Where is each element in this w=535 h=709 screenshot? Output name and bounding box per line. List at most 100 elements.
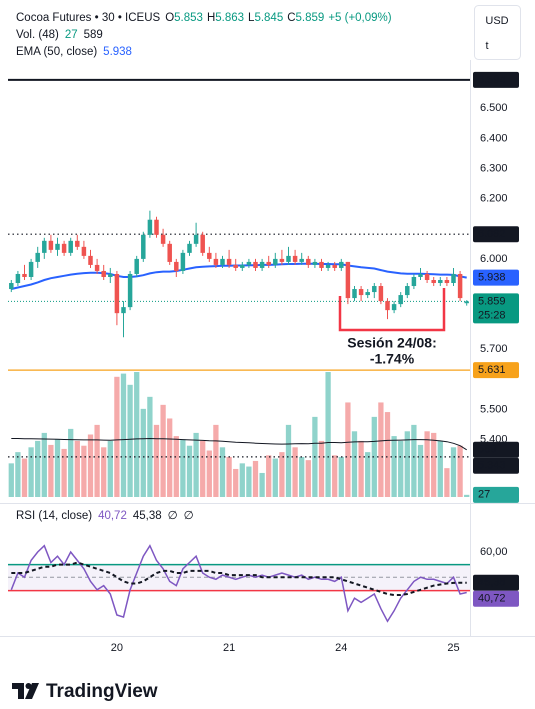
open-label: O (165, 12, 174, 24)
volume-bar (378, 402, 384, 497)
candle-body (42, 240, 47, 253)
volume-bar (107, 440, 113, 497)
low-label: L (248, 12, 255, 24)
candle-body (200, 234, 205, 253)
volume-bar (186, 445, 193, 497)
candle-body (451, 273, 456, 284)
volume-bar (28, 447, 34, 497)
rsi-name: RSI (14, close) (16, 510, 92, 522)
legend-main: Cocoa Futures • 30 • ICEUS O5.853 H5.863 L5… (16, 12, 392, 24)
rsi-na: ∅ (184, 510, 194, 522)
volume-bar (279, 452, 285, 497)
last-price-label-countdown: 25:28 (478, 309, 506, 321)
candle-body (81, 246, 87, 256)
volume-bar (153, 424, 160, 497)
volume-bar (81, 445, 87, 497)
volume-name: Vol. (48) (16, 29, 59, 41)
volume-bar (173, 436, 179, 497)
candle-body (48, 240, 54, 250)
candle-body (325, 264, 331, 268)
logo-mark (12, 683, 24, 699)
volume-bar (21, 458, 28, 497)
candle-body (431, 280, 436, 284)
candle-body (385, 301, 390, 311)
candle-body (266, 261, 271, 265)
volume-bar (41, 432, 47, 497)
close-label: C (287, 12, 295, 24)
volume-bar (246, 466, 252, 497)
volume-bar (332, 455, 338, 497)
volume-bar (411, 424, 417, 497)
logo-mark (25, 683, 32, 689)
volume-bar (338, 456, 344, 497)
candle-body (193, 234, 199, 244)
candle-body (28, 261, 34, 277)
brand: TradingView (12, 681, 158, 702)
volume-bar (54, 439, 61, 497)
price-line-label-box (473, 457, 519, 474)
ema-name: EMA (50, close) (16, 46, 97, 58)
rsi-na: ∅ (168, 510, 178, 522)
candle-body (279, 258, 285, 262)
volume-ma-value: 589 (84, 29, 103, 41)
y-tick-label: 5.500 (480, 403, 508, 415)
volume-bar (120, 373, 127, 497)
volume-bar (219, 447, 226, 497)
volume-bar (193, 432, 199, 497)
volume-bar (431, 432, 437, 497)
candle-body (187, 243, 192, 253)
price-line-label: 6.594 (478, 74, 506, 86)
volume-bar (15, 452, 21, 497)
candle-body (121, 307, 126, 314)
candle-body (114, 273, 120, 314)
legend-ema: EMA (50, close) 5.938 (16, 46, 132, 58)
candle-body (213, 258, 219, 265)
volume-bar (134, 372, 140, 497)
volume-bar (87, 434, 94, 497)
candle-body (127, 273, 133, 308)
volume-bar (292, 447, 298, 497)
unit[interactable]: t (485, 40, 488, 52)
volume-bar (424, 431, 430, 497)
currency-button[interactable] (474, 5, 521, 60)
price-line-label: 5.631 (478, 364, 506, 376)
volume-bar (61, 448, 67, 497)
volume-bar (272, 458, 278, 497)
candle-body (233, 264, 238, 268)
high-value: 5.863 (215, 12, 244, 24)
candle-body (292, 255, 298, 262)
volume-bar (127, 384, 133, 497)
volume-bar (74, 440, 80, 497)
candle-body (424, 273, 430, 280)
currency[interactable]: USD (485, 15, 508, 27)
rsi-last-label: 45,38 (478, 577, 506, 589)
candle-body (378, 286, 384, 302)
candle-body (438, 280, 443, 284)
candle-body (101, 270, 106, 277)
volume-bar (94, 424, 100, 497)
volume-bar (299, 456, 305, 497)
candle-body (418, 273, 423, 277)
candle-body (154, 219, 159, 235)
candle-body (405, 286, 410, 296)
volume-ma-label-box (473, 441, 519, 458)
x-tick-label: 24 (335, 642, 347, 654)
candle-body (273, 258, 278, 265)
candle-body (312, 261, 318, 265)
volume-bar (259, 472, 265, 497)
symbol: Cocoa Futures • 30 • ICEUS (16, 12, 161, 24)
candle-body (15, 273, 21, 284)
volume-bar (180, 439, 186, 497)
ema-value: 5.938 (103, 46, 132, 58)
candle-body (9, 283, 14, 290)
candle-body (220, 258, 225, 265)
last-price-label: 5.859 (478, 295, 506, 307)
ema-label-box (473, 269, 519, 286)
volume-bar (266, 455, 272, 497)
candle-body (299, 258, 304, 262)
candle-body (464, 301, 469, 304)
price-line-label-box (473, 362, 519, 379)
candle-body (391, 304, 397, 311)
